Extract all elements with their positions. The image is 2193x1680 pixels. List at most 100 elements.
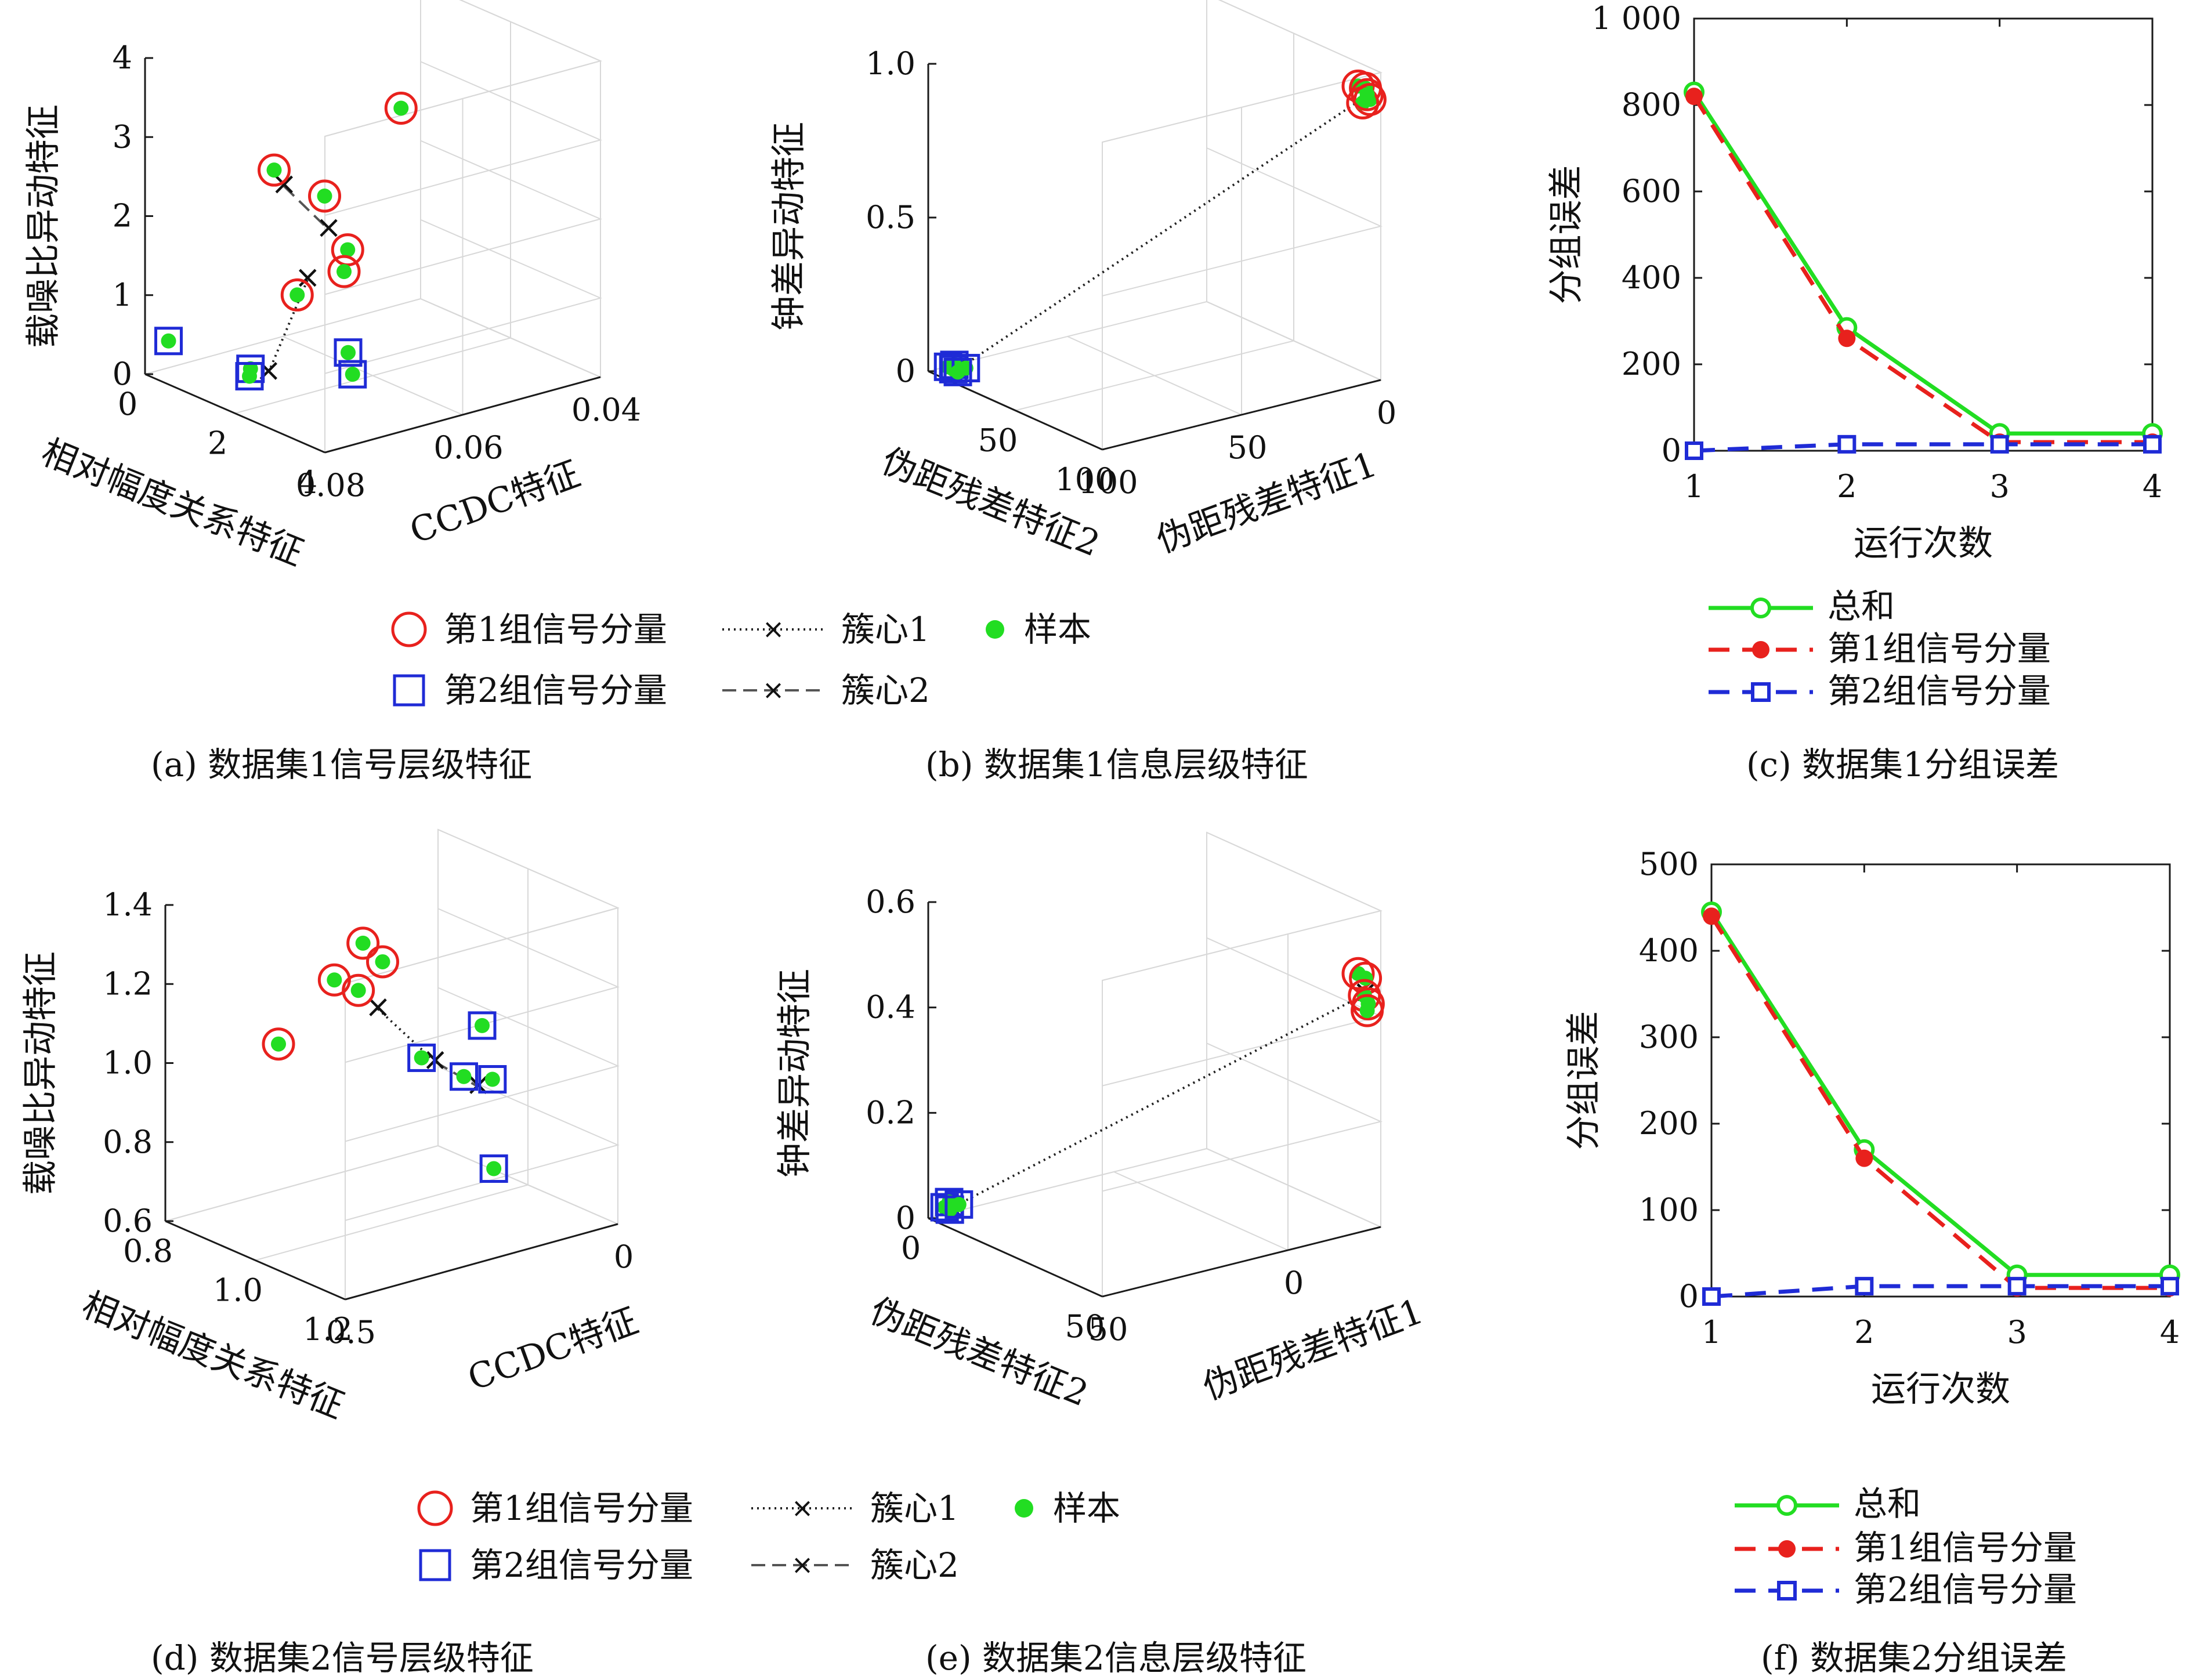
group1-marker (1341, 957, 1375, 990)
legend-total-label: 总和 (1854, 1484, 1921, 1523)
y-tick-label: 1 000 (1591, 0, 1681, 37)
sample-point (242, 368, 257, 384)
x-gridline (255, 868, 529, 1261)
legend-centroid2-marker: × (791, 1549, 814, 1580)
x-tick-label: 3 (1989, 468, 2009, 505)
x-tick-label: 1 (1684, 468, 1704, 505)
z-tick-label: 1.2 (103, 965, 153, 1002)
back-wall-y (1102, 910, 1381, 1298)
legend-total-marker (1776, 1495, 1797, 1516)
legend-group2-marker (1751, 682, 1771, 702)
back-wall-x (1206, 831, 1381, 1228)
x-tick-label: 0 (901, 1230, 921, 1266)
legend-centroid1-label: 簇心1 (870, 1489, 959, 1528)
legend-group2-label: 第2组信号分量 (444, 671, 667, 710)
sample-point (289, 287, 305, 303)
series-point-group1 (1685, 88, 1703, 106)
x-tick-label: 1.2 (303, 1311, 353, 1348)
y-tick-label: 200 (1639, 1105, 1699, 1142)
series-point-group2 (1855, 1277, 1874, 1296)
legend-group1-marker (391, 611, 427, 647)
caption-d: (d) 数据集2信号层级特征 (151, 1638, 534, 1678)
y-axis-label: 分组误差 (1546, 165, 1587, 305)
series-point-group1 (1838, 330, 1856, 347)
x-tick-label: 0 (118, 386, 137, 422)
x-tick-label: 0.8 (123, 1233, 173, 1269)
group2-marker (478, 1065, 507, 1094)
caption-b: (b) 数据集1信息层级特征 (925, 745, 1308, 784)
z-axis-label: 载噪比异动特征 (23, 104, 64, 348)
y-tick-label: 0 (1284, 1265, 1304, 1301)
group1-marker (384, 91, 418, 125)
sample-point (340, 242, 356, 258)
sample-point (271, 1036, 286, 1052)
x-axis-label: 伪距残差特征2 (876, 440, 1105, 564)
z-tick-label: 0.6 (866, 884, 915, 920)
z-tick-label: 3 (113, 118, 132, 155)
y-axis-label: 伪距残差特征1 (1197, 1291, 1428, 1408)
z-tick-label: 1.4 (103, 886, 153, 923)
x-gridline (1015, 33, 1294, 411)
series-point-group1 (1703, 907, 1720, 925)
x-axis (165, 1220, 346, 1301)
group1-marker (331, 233, 364, 267)
x-tick-label: 100 (1055, 461, 1114, 498)
legend-group2-marker (393, 674, 425, 707)
x-axis-label: 相对幅度关系特征 (36, 432, 309, 574)
y-tick-label: 800 (1622, 86, 1681, 123)
legend-group2-marker (1777, 1581, 1797, 1601)
caption-f: (f) 数据集2分组误差 (1761, 1638, 2067, 1678)
x-axis-label: 伪距残差特征2 (864, 1290, 1094, 1414)
z-tick-label: 1.0 (866, 45, 915, 82)
group1-marker (262, 1027, 295, 1061)
y-tick-label: 0.04 (571, 392, 641, 428)
sample-point (327, 972, 342, 988)
legend-sample-label: 样本 (1024, 610, 1091, 649)
sample-point (393, 100, 409, 116)
y-tick-label: 50 (1228, 429, 1268, 466)
z-tick-label: 4 (113, 39, 132, 76)
sample-point (475, 1018, 490, 1033)
sample-point (456, 1069, 472, 1084)
x-gridline (928, 832, 1207, 1219)
sample-point (486, 1161, 502, 1176)
x-axis-label: 运行次数 (1854, 523, 1993, 564)
legend-centroid1-marker: × (791, 1492, 814, 1523)
x-tick-label: 4 (2160, 1314, 2180, 1350)
y-tick-label: 400 (1622, 259, 1681, 296)
group2-marker (479, 1154, 508, 1183)
sample-point (1358, 971, 1373, 986)
y-tick-label: 0 (1662, 432, 1681, 469)
sample-point (1359, 87, 1375, 103)
series-point-group2 (1685, 441, 1703, 460)
x-tick-label: 50 (1065, 1308, 1105, 1345)
series-line-2 (1692, 95, 2152, 444)
legend-error-c: 总和 第1组信号分量 第2组信号分量 (1709, 586, 2051, 711)
caption-c: (c) 数据集1分组误差 (1746, 745, 2059, 784)
legend-group1-marker (1752, 641, 1769, 658)
group2-marker (154, 327, 183, 356)
sample-point (161, 333, 176, 349)
z-tick-label: 1.0 (103, 1045, 153, 1081)
plot-frame (1693, 17, 2154, 452)
sample-point (484, 1071, 500, 1087)
series-line-1 (1692, 90, 2152, 436)
y-axis-label: CCDC特征 (462, 1300, 643, 1399)
sample-point (350, 983, 366, 998)
x-tick-label: 2 (208, 425, 227, 462)
z-tick-label: 0.2 (866, 1094, 915, 1131)
legend-group2-label: 第2组信号分量 (1854, 1570, 2077, 1609)
y-gridline (283, 99, 464, 416)
x-gridline (165, 830, 439, 1222)
legend-3d-top: 第1组信号分量 第2组信号分量 × 簇心1 × 簇心2 样本 (391, 610, 1091, 710)
series-point-group2 (2143, 435, 2162, 454)
z-gridline (1102, 937, 1383, 1087)
group1-marker (1351, 994, 1384, 1027)
legend-group1-label: 第1组信号分量 (1828, 629, 2051, 668)
group1-marker (346, 926, 380, 960)
group1-marker (258, 153, 291, 187)
y-tick-label: 300 (1639, 1019, 1699, 1055)
x-tick-label: 1 (1702, 1314, 1721, 1350)
